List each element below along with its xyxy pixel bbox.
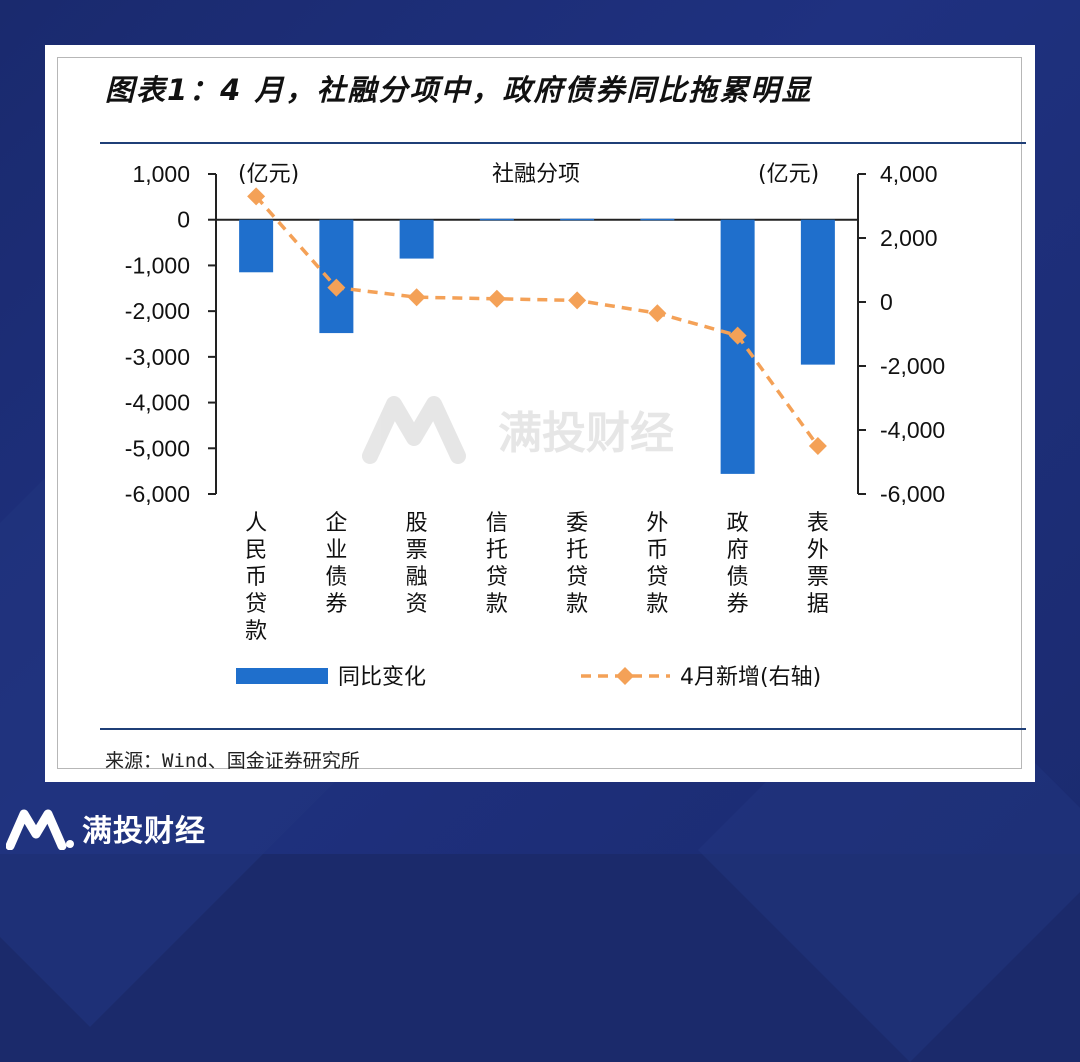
source-rule: [100, 728, 1026, 730]
bar: [560, 218, 595, 221]
chart-title: 图表1：4 月，社融分项中，政府债券同比拖累明显: [105, 73, 813, 107]
chart-card: 图表1：4 月，社融分项中，政府债券同比拖累明显 满投财经 1,000 0 -1,00…: [45, 45, 1035, 782]
brand-logo-icon: [6, 809, 74, 850]
category-label: 外: [807, 538, 829, 563]
right-axis-tick-label: 0: [880, 289, 893, 315]
category-label: 贷: [646, 565, 668, 590]
category-label: 业: [325, 538, 347, 563]
category-label: 股: [406, 511, 428, 536]
line-point-marker: [648, 304, 667, 323]
category-label: 委: [566, 511, 588, 536]
category-label: 表: [807, 511, 829, 536]
line-point-marker: [728, 326, 747, 345]
category-label: 票: [406, 538, 428, 563]
chart-subtitle: 社融分项: [492, 162, 580, 187]
category-label: 券: [727, 592, 749, 617]
right-axis-tick-label: -6,000: [880, 481, 945, 507]
left-axis-unit: (亿元): [238, 162, 299, 187]
category-label: 信: [486, 511, 508, 536]
category-label: 托: [566, 538, 588, 563]
right-axis-tick-label: -2,000: [880, 353, 945, 379]
category-label: 托: [486, 538, 508, 563]
left-axis-tick-label: -5,000: [125, 435, 190, 461]
line-point-marker: [487, 289, 506, 308]
bar: [239, 219, 274, 273]
right-axis-tick-label: 2,000: [880, 225, 938, 251]
category-label: 款: [486, 592, 508, 617]
category-label: 票: [807, 565, 829, 590]
category-label: 币: [646, 538, 668, 563]
left-axis-tick-label: -3,000: [125, 344, 190, 370]
category-label: 债: [325, 565, 347, 590]
line-point-marker: [247, 187, 266, 206]
brand-footer: 满投财经: [6, 806, 206, 850]
category-label: 企: [325, 511, 347, 536]
category-label: 款: [245, 619, 267, 644]
source-note: 来源：Wind、国金证券研究所: [105, 750, 360, 772]
category-label: 贷: [245, 592, 267, 617]
legend-bar-swatch: [236, 668, 328, 684]
line-point-marker: [568, 291, 587, 310]
right-axis-tick-label: 4,000: [880, 161, 938, 187]
brand-name: 满投财经: [82, 814, 206, 849]
category-label: 外: [646, 511, 668, 536]
category-label: 融: [406, 565, 428, 590]
legend-line-label: 4月新增(右轴): [680, 665, 821, 690]
right-axis-tick-label: -4,000: [880, 417, 945, 443]
left-axis-tick-label: 0: [177, 207, 190, 233]
category-label: 债: [727, 565, 749, 590]
left-axis-tick-label: 1,000: [132, 161, 190, 187]
legend-line-marker: [616, 667, 634, 685]
left-axis-tick-label: -4,000: [125, 390, 190, 416]
line-point-marker: [327, 278, 346, 297]
line-series: [254, 195, 820, 448]
category-label: 贷: [486, 565, 508, 590]
left-axis-tick-label: -6,000: [125, 481, 190, 507]
category-label: 款: [646, 592, 668, 617]
bar: [640, 218, 675, 221]
watermark: 满投财经: [362, 396, 674, 464]
category-label: 资: [406, 592, 428, 617]
left-axis-tick-label: -1,000: [125, 252, 190, 278]
category-label: 贷: [566, 565, 588, 590]
bar: [720, 219, 755, 474]
right-axis-unit: (亿元): [758, 162, 819, 187]
category-label: 民: [245, 538, 267, 563]
category-label: 券: [325, 592, 347, 617]
category-label: 府: [727, 538, 749, 563]
category-label: 政: [727, 511, 749, 536]
bar: [800, 219, 835, 365]
bar: [399, 219, 434, 259]
category-label: 币: [245, 565, 267, 590]
legend-bar-label: 同比变化: [338, 665, 426, 690]
watermark-logo-icon: [362, 396, 466, 464]
left-axis-tick-label: -2,000: [125, 298, 190, 324]
bar: [479, 218, 514, 221]
category-label: 据: [807, 592, 829, 617]
category-label: 人: [245, 511, 267, 536]
chart-canvas: 满投财经 1,000 0 -1,000 -2,000 -3,000 -4,000 -5,000…: [125, 161, 945, 690]
title-rule: [100, 142, 1026, 144]
chart-frame: 图表1：4 月，社融分项中，政府债券同比拖累明显 满投财经 1,000 0 -1,00…: [57, 57, 1026, 772]
line-point-marker: [407, 288, 426, 307]
category-label: 款: [566, 592, 588, 617]
watermark-text: 满投财经: [498, 408, 674, 459]
line-point-marker: [808, 437, 827, 455]
